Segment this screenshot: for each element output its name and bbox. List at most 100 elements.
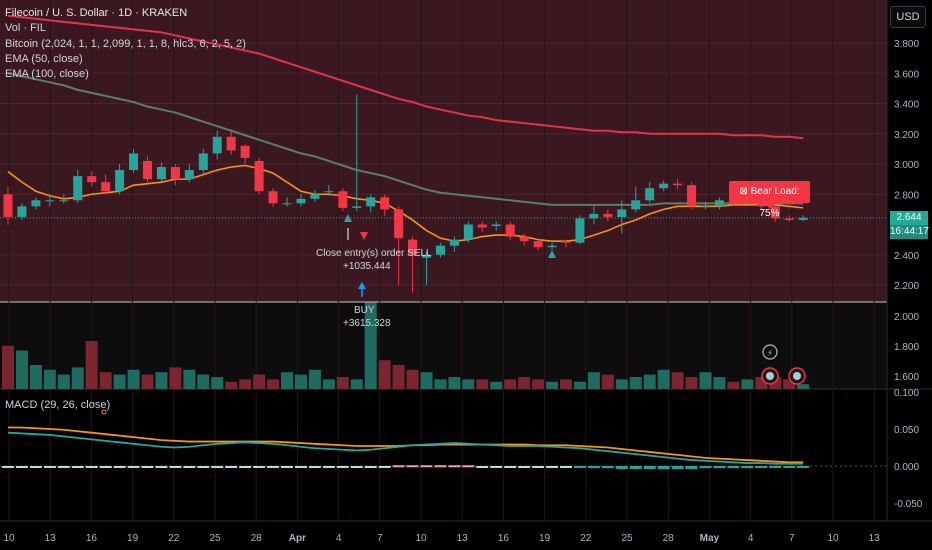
- volume-bar: [420, 372, 433, 389]
- candle-body: [603, 213, 613, 217]
- volume-bar: [281, 372, 293, 389]
- time-tick-label: Apr: [289, 533, 306, 544]
- candle-body: [798, 217, 808, 220]
- price-tick-label: 2.800: [894, 190, 919, 201]
- volume-indicator-label[interactable]: Vol · FIL: [5, 22, 46, 35]
- candle-body: [422, 254, 431, 258]
- volume-bar: [532, 379, 545, 389]
- buy-arrow-icon: [358, 282, 366, 289]
- macd-histogram-bar: [71, 466, 84, 468]
- time-tick-label: 13: [45, 533, 57, 544]
- macd-histogram-bar: [643, 466, 656, 469]
- volume-bar: [587, 372, 600, 389]
- volume-bar: [197, 374, 210, 389]
- volume-bar: [239, 379, 252, 389]
- volume-bar: [434, 379, 447, 389]
- time-tick-label: May: [700, 533, 720, 544]
- price-tick-label: 3.800: [894, 39, 919, 50]
- ema50-indicator-label[interactable]: EMA (50, close): [5, 52, 83, 65]
- buy-marker-icon: [344, 214, 352, 222]
- candle-body: [687, 185, 697, 207]
- volume-bar: [560, 379, 572, 389]
- volume-bar: [29, 365, 42, 389]
- bear-load-text: Bear Load: 75%: [750, 186, 800, 219]
- candle-body: [282, 203, 292, 205]
- macd-histogram-bar: [141, 466, 154, 468]
- volume-bar: [713, 377, 726, 389]
- time-tick-label: 16: [86, 533, 98, 544]
- time-tick-label: 25: [209, 533, 221, 544]
- symbol-title[interactable]: Filecoin / U. S. Dollar · 1D · KRAKEN: [5, 7, 188, 19]
- volume-bar: [71, 367, 84, 389]
- candle-body: [129, 153, 139, 171]
- currency-button[interactable]: USD: [890, 6, 926, 28]
- buy-value: +3615.328: [343, 318, 391, 329]
- candle-body: [73, 176, 83, 201]
- candle-body: [533, 241, 543, 248]
- ema50-line: [7, 72, 804, 206]
- macd-tick-label: 0.100: [894, 388, 919, 399]
- macd-histogram-bar: [532, 466, 545, 468]
- volume-bar: [615, 379, 628, 389]
- ema100-indicator-label[interactable]: EMA (100, close): [5, 68, 89, 81]
- candle-body: [352, 206, 362, 208]
- time-tick-label: 4: [748, 533, 754, 544]
- macd-pane-bg: [0, 389, 887, 521]
- bitcoin-indicator-label[interactable]: Bitcoin (2,024, 1, 1, 2,099, 1, 1, 8, hl…: [5, 37, 246, 50]
- macd-histogram-bar: [490, 466, 503, 468]
- macd-histogram-bar: [99, 466, 112, 468]
- candle-body: [784, 218, 794, 220]
- macd-histogram-bar: [629, 466, 642, 469]
- lightning-icon: ⚡: [767, 349, 773, 359]
- macd-indicator-label[interactable]: MACD (29, 26, close): [5, 399, 111, 411]
- candle-body: [310, 194, 320, 199]
- macd-histogram-bar: [183, 466, 196, 468]
- news-event-icon: [793, 372, 801, 380]
- price-tick-label: 3.600: [894, 69, 919, 80]
- candle-body: [59, 200, 69, 202]
- volume-bar: [643, 374, 656, 389]
- volume-bar: [741, 379, 754, 389]
- volume-bar: [699, 372, 712, 389]
- volume-bar: [797, 384, 810, 389]
- time-tick-label: 28: [663, 533, 675, 544]
- lightning-icon: [762, 344, 778, 360]
- close-icon[interactable]: ⊠: [739, 186, 751, 197]
- candle-body: [645, 188, 655, 201]
- macd-histogram-bar: [308, 466, 321, 468]
- macd-histogram-bar: [434, 465, 447, 468]
- macd-histogram-bar: [573, 466, 586, 468]
- macd-histogram-bar: [727, 466, 740, 469]
- candle-body: [101, 182, 111, 192]
- macd-histogram-bar: [15, 466, 28, 468]
- macd-histogram-bar: [281, 466, 293, 468]
- macd-histogram-bar: [783, 466, 796, 468]
- candle-body: [435, 245, 445, 255]
- price-tick-label: 2.000: [894, 312, 919, 323]
- macd-histogram-bar: [113, 466, 126, 468]
- candle-body: [268, 191, 278, 204]
- candle-body: [770, 206, 780, 219]
- macd-histogram-bar: [239, 466, 252, 468]
- buy-label: BUY: [354, 305, 375, 316]
- candle-body: [31, 200, 41, 207]
- time-tick-label: 13: [457, 533, 469, 544]
- volume-bar: [43, 369, 56, 389]
- candle-body: [701, 206, 710, 208]
- price-tick-label: 2.400: [894, 251, 919, 262]
- close-entry-value: +1035.444: [343, 261, 391, 272]
- candle-body: [631, 200, 641, 210]
- volume-bar: [685, 377, 698, 389]
- volume-bar: [378, 360, 391, 389]
- candle-body: [449, 239, 459, 246]
- last-price-label: 2.644: [890, 211, 928, 225]
- macd-histogram-bar: [364, 466, 377, 468]
- candle-body: [296, 198, 306, 204]
- candle-body: [617, 209, 627, 217]
- volume-bar: [113, 374, 126, 389]
- volume-bar: [462, 379, 475, 389]
- bear-load-badge[interactable]: ⊠ Bear Load: 75%: [729, 181, 810, 219]
- macd-histogram-bar: [657, 466, 670, 469]
- chart-legend: Filecoin / U. S. Dollar · 1D · KRAKEN Vo…: [5, 6, 246, 82]
